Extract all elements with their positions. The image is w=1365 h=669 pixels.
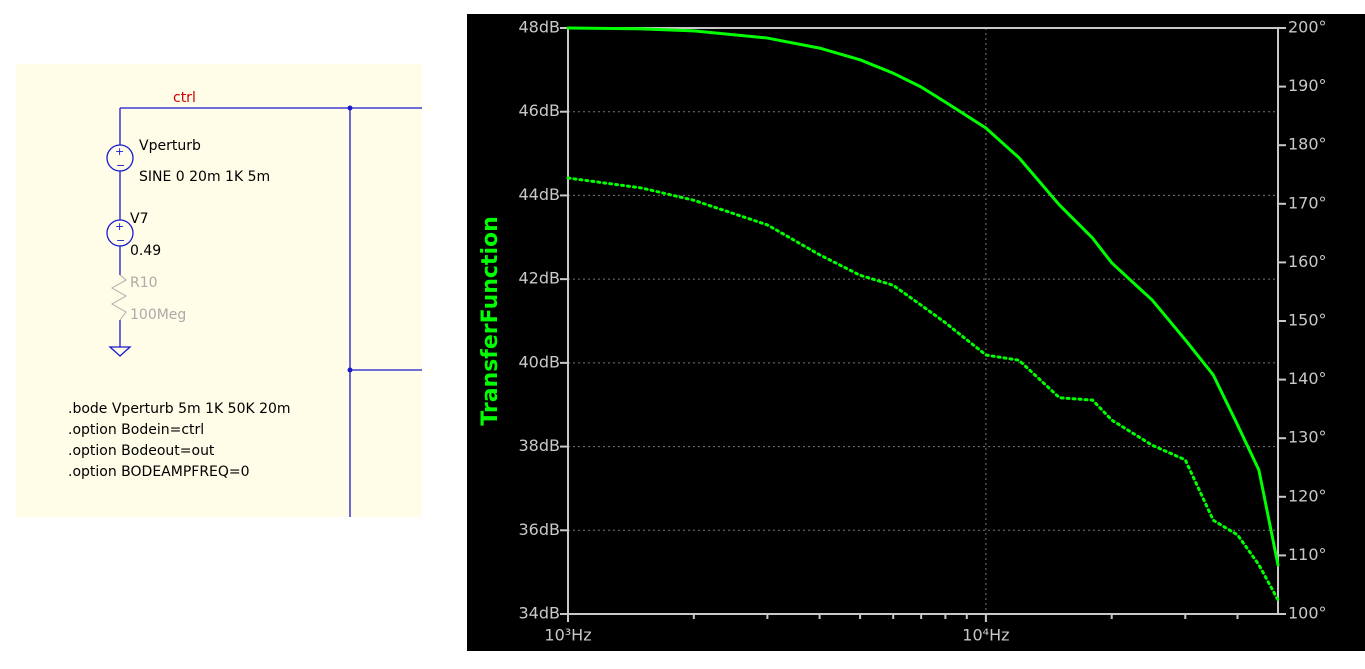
y-tick-label: 40dB (519, 352, 561, 371)
y2-tick-label: 100° (1288, 604, 1327, 623)
y2-tick-label: 160° (1288, 252, 1327, 271)
y2-tick-label: 180° (1288, 135, 1327, 154)
y-tick-label: 44dB (519, 185, 561, 204)
y-tick-label: 46dB (519, 101, 561, 120)
y2-tick-label: 200° (1288, 18, 1327, 37)
y-tick-label: 34dB (519, 604, 561, 623)
junction (347, 105, 353, 111)
component-value: 0.49 (130, 243, 161, 259)
source-symbol (106, 219, 134, 247)
plus: + (115, 145, 124, 158)
series-line (566, 176, 1280, 602)
directive: .option BODEAMPFREQ=0 (68, 464, 250, 480)
y2-tick-label: 120° (1288, 486, 1327, 505)
plus: + (115, 220, 124, 233)
y-tick-label: 48dB (519, 18, 561, 37)
resistor-symbol (110, 274, 128, 321)
schematic: + − + − ctrl Vperturb SINE 0 20m 1K 5m V… (68, 90, 422, 517)
component-name: Vperturb (139, 138, 201, 154)
ground (108, 346, 132, 357)
y2-tick-label: 130° (1288, 428, 1327, 447)
wires (119, 107, 422, 517)
directive: .option Bodein=ctrl (68, 422, 204, 438)
component-name: R10 (130, 275, 158, 291)
y-tick-label: 36dB (519, 520, 561, 539)
x-tick-label: 10³Hz (544, 626, 591, 645)
series-line (566, 26, 1280, 567)
junction (347, 367, 353, 373)
y2-tick-label: 190° (1288, 76, 1327, 95)
minus: − (116, 159, 125, 172)
directive: .bode Vperturb 5m 1K 50K 20m (68, 401, 291, 417)
minus: − (116, 234, 125, 247)
component-name: V7 (130, 211, 148, 227)
y-axis-label: TransferFunction (478, 216, 503, 426)
plot-frame (567, 27, 1279, 615)
y-tick-label: 38dB (519, 436, 561, 455)
y2-tick-label: 150° (1288, 311, 1327, 330)
plot-bg (467, 14, 1365, 651)
x-tick-label: 10⁴Hz (962, 626, 1009, 645)
y-tick-label: 42dB (519, 269, 561, 288)
net-label: ctrl (173, 90, 196, 106)
y2-tick-label: 170° (1288, 193, 1327, 212)
y2-tick-label: 110° (1288, 545, 1327, 564)
y2-tick-label: 140° (1288, 369, 1327, 388)
component-value: SINE 0 20m 1K 5m (139, 169, 270, 185)
directive: .option Bodeout=out (68, 443, 215, 459)
component-value: 100Meg (130, 307, 186, 323)
schematic-bg (16, 64, 422, 517)
source-symbol (106, 144, 134, 172)
